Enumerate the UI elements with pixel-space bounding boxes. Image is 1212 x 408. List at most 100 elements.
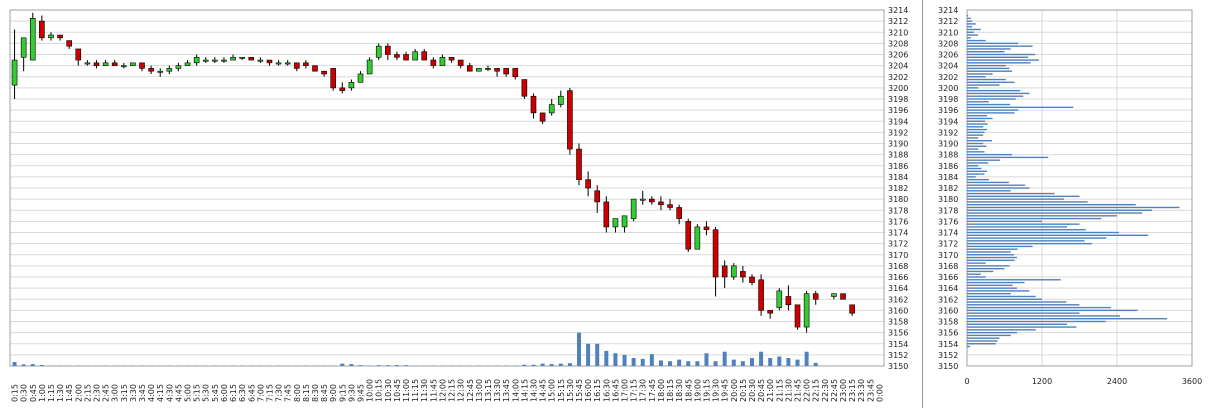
x-tick-label: 12:45 xyxy=(466,379,475,402)
x-tick-label: 2:15 xyxy=(83,384,92,402)
profile-bar xyxy=(967,76,986,78)
candle-body xyxy=(11,59,18,86)
x-tick-label: 23:45 xyxy=(866,379,875,402)
x-tick-label: 18:15 xyxy=(666,379,675,402)
candle-body xyxy=(412,51,418,61)
volume-bar xyxy=(786,358,791,366)
y-tick-label: 3158 xyxy=(938,318,958,327)
profile-bar xyxy=(967,281,1025,284)
x-tick-label: 3:15 xyxy=(120,384,129,402)
candle-body xyxy=(111,62,118,66)
x-tick-label: 2:45 xyxy=(102,384,111,402)
y-tick-label: 3204 xyxy=(888,62,908,71)
profile-bar xyxy=(967,23,976,25)
profile-bar xyxy=(967,309,1138,312)
x-tick-label: 1:30 xyxy=(56,384,65,402)
x-tick-label: 21:45 xyxy=(794,379,803,402)
profile-bar xyxy=(967,242,1092,245)
profile-bar xyxy=(967,226,1067,228)
x-tick-label: 8:45 xyxy=(320,384,329,402)
x-tick-label: 11:30 xyxy=(420,379,429,402)
profile-bar xyxy=(967,131,985,134)
volume-bar xyxy=(404,365,409,366)
profile-bar xyxy=(967,190,1011,192)
y-tick-label: 3180 xyxy=(938,195,958,204)
profile-bar xyxy=(967,81,1015,84)
candle-body xyxy=(166,68,173,72)
volume-bar xyxy=(795,359,800,366)
profile-bar xyxy=(967,345,971,348)
x-tick-label: 19:45 xyxy=(721,379,730,402)
candle-body xyxy=(831,293,837,297)
x-tick-label: 17:30 xyxy=(639,379,648,402)
x-tick-label: 8:00 xyxy=(293,384,302,402)
x-tick-label: 7:45 xyxy=(284,384,293,402)
x-tick-label: 19:00 xyxy=(693,379,702,402)
y-tick-label: 3168 xyxy=(888,262,908,271)
profile-bar xyxy=(967,209,1152,211)
candle-body xyxy=(284,62,291,65)
x-tick-label: 18:45 xyxy=(684,379,693,402)
profile-bar xyxy=(967,195,1080,198)
volume-bar xyxy=(540,363,545,366)
x-tick-label: 8:15 xyxy=(302,384,311,402)
profile-bar xyxy=(967,315,1121,317)
candle-body xyxy=(84,62,91,65)
x-tick-label: 0 xyxy=(964,377,969,386)
volume-bar xyxy=(722,351,727,366)
candle-body xyxy=(202,59,209,62)
y-tick-label: 3214 xyxy=(938,6,958,15)
x-tick-label: 0:15 xyxy=(11,384,20,402)
profile-bar xyxy=(967,331,1017,334)
profile-bar xyxy=(967,167,982,170)
profile-bar xyxy=(967,134,984,136)
y-tick-label: 3172 xyxy=(888,240,908,249)
profile-bar xyxy=(967,151,985,153)
profile-bar xyxy=(967,203,1136,206)
x-tick-label: 16:45 xyxy=(611,379,620,402)
x-tick-label: 6:45 xyxy=(247,384,256,402)
x-tick-label: 22:00 xyxy=(803,379,812,402)
candle-body xyxy=(157,70,164,73)
x-tick-label: 6:15 xyxy=(229,384,238,402)
profile-bar xyxy=(967,70,1012,72)
volume-bar xyxy=(677,359,682,366)
profile-bar xyxy=(967,34,979,36)
y-tick-label: 3212 xyxy=(888,17,908,26)
profile-bar xyxy=(967,192,1055,195)
plot-frame xyxy=(9,9,885,367)
candle-body xyxy=(266,59,273,64)
x-tick-label: 3:45 xyxy=(138,384,147,402)
candle-body xyxy=(312,65,318,72)
x-tick-label: 15:15 xyxy=(557,379,566,402)
y-tick-label: 3180 xyxy=(888,195,908,204)
volume-bar xyxy=(704,353,709,366)
profile-bar xyxy=(967,120,986,122)
candle-body xyxy=(558,95,564,105)
x-tick-label: 15:45 xyxy=(575,379,584,402)
candle-body xyxy=(130,62,136,66)
profile-bar xyxy=(967,178,989,181)
profile-bar xyxy=(967,37,971,39)
x-tick-label: 3:30 xyxy=(129,384,138,402)
y-tick-label: 3160 xyxy=(938,306,958,315)
y-tick-label: 3178 xyxy=(888,206,908,215)
x-tick-label: 7:00 xyxy=(256,384,265,402)
volume-bar xyxy=(749,358,754,366)
volume-bar xyxy=(522,364,527,366)
profile-bar xyxy=(967,343,996,345)
candle-body xyxy=(612,218,619,228)
x-tick-label: 17:00 xyxy=(621,379,630,402)
y-tick-label: 3164 xyxy=(888,284,908,293)
x-tick-label: 11:00 xyxy=(402,379,411,402)
profile-bar xyxy=(967,206,1180,209)
x-tick-label: 4:45 xyxy=(174,384,183,402)
volume-bar xyxy=(30,364,35,366)
candle-body xyxy=(521,79,528,97)
volume-bar xyxy=(804,351,809,366)
profile-bar xyxy=(967,181,1009,184)
y-tick-label: 3176 xyxy=(938,217,958,226)
profile-bar xyxy=(967,318,1167,320)
y-tick-label: 3186 xyxy=(938,162,958,171)
profile-bar xyxy=(967,162,989,164)
